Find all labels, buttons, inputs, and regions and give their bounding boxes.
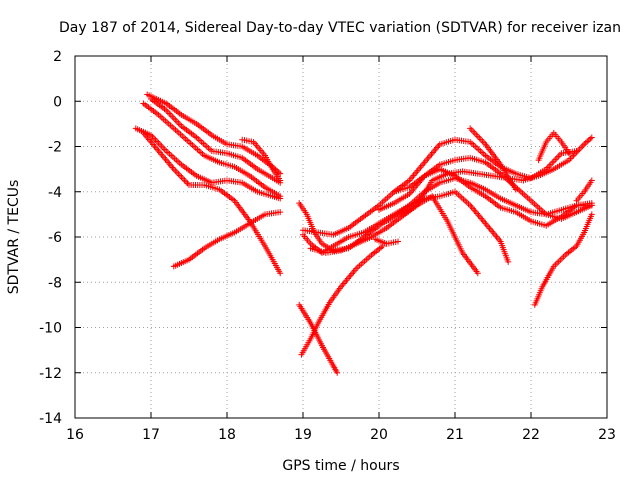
series-track-11: [372, 236, 401, 247]
series-track-7: [170, 209, 284, 270]
data-point: [566, 150, 572, 157]
data-point: [277, 209, 284, 216]
x-tick-label: 21: [446, 427, 464, 443]
plot-frame: [74, 55, 608, 419]
data-point: [277, 170, 284, 177]
x-tick-label: 20: [370, 427, 388, 443]
series-track-2: [148, 95, 284, 186]
series-track-16: [467, 125, 519, 193]
y-tick-label: -10: [39, 321, 62, 337]
x-tick-label: 23: [598, 427, 616, 443]
data-point: [588, 211, 595, 218]
y-axis-label: SDTVAR / TECUs: [6, 180, 22, 295]
series-track-6: [239, 136, 284, 184]
x-tick-label: 22: [522, 427, 540, 443]
y-tick-label: -2: [48, 140, 62, 156]
series-track-19: [573, 177, 595, 204]
x-tick-label: 18: [218, 427, 236, 443]
data-point: [277, 177, 284, 184]
x-tick-label: 19: [294, 427, 312, 443]
data-point: [277, 195, 284, 202]
data-point: [512, 186, 519, 193]
chart-title: Day 187 of 2014, Sidereal Day-to-day VTE…: [59, 20, 621, 36]
data-points: [132, 91, 595, 376]
y-tick-label: 2: [53, 49, 62, 65]
x-tick-label: 16: [66, 427, 84, 443]
data-point: [505, 258, 512, 265]
series-track-15: [398, 193, 481, 277]
series-track-20: [296, 301, 341, 376]
series-track-18: [531, 211, 595, 308]
data-point: [379, 243, 386, 250]
series-track-17: [535, 129, 572, 164]
data-point: [588, 177, 595, 184]
y-tick-label: 0: [53, 94, 62, 110]
x-tick-label: 17: [142, 427, 160, 443]
series-track-14: [391, 166, 595, 229]
data-point: [588, 202, 595, 209]
y-tick-label: -12: [39, 366, 62, 382]
data-point: [334, 369, 341, 376]
y-tick-label: -4: [48, 185, 62, 201]
axis-ticks: 16 17 18 19 20 21 22 23 -14 -12 -10 -8 -6 -4 -2 0 2: [39, 49, 616, 443]
y-tick-label: -6: [48, 230, 62, 246]
data-point: [277, 270, 284, 277]
y-tick-label: -14: [39, 411, 62, 427]
data-point: [588, 134, 595, 141]
series-track-4: [132, 125, 284, 202]
y-tick-label: -8: [48, 275, 62, 291]
data-point: [395, 238, 401, 245]
series-track-21: [298, 243, 386, 358]
series-track-3: [140, 100, 284, 200]
data-point: [474, 270, 481, 277]
x-axis-label: GPS time / hours: [282, 458, 399, 474]
